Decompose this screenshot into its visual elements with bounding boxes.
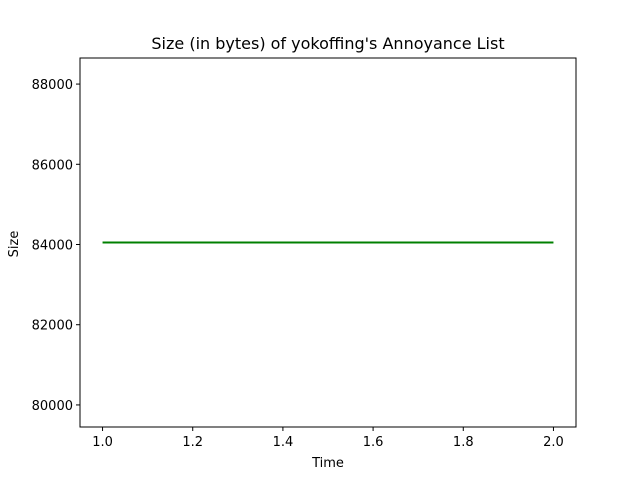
x-tick-label: 1.0: [92, 435, 113, 450]
x-tick-label: 1.8: [453, 435, 474, 450]
x-axis-label: Time: [311, 456, 344, 471]
y-tick-label: 80000: [32, 399, 73, 414]
y-axis-label: Size: [7, 231, 22, 258]
x-axis: 1.0 1.2 1.4 1.6 1.8 2.0: [92, 427, 564, 450]
plot-frame: [79, 57, 577, 428]
chart-title: Size (in bytes) of yokoffing's Annoyance…: [151, 34, 504, 53]
y-tick-label: 86000: [32, 158, 73, 173]
y-tick-label: 82000: [32, 319, 73, 334]
y-tick-label: 84000: [32, 239, 73, 254]
x-tick-label: 1.2: [182, 435, 203, 450]
y-axis: 80000 82000 84000 86000 88000: [32, 78, 80, 414]
x-tick-label: 2.0: [543, 435, 564, 450]
y-tick-label: 88000: [32, 78, 73, 93]
x-tick-label: 1.4: [273, 435, 294, 450]
x-tick-label: 1.6: [363, 435, 384, 450]
